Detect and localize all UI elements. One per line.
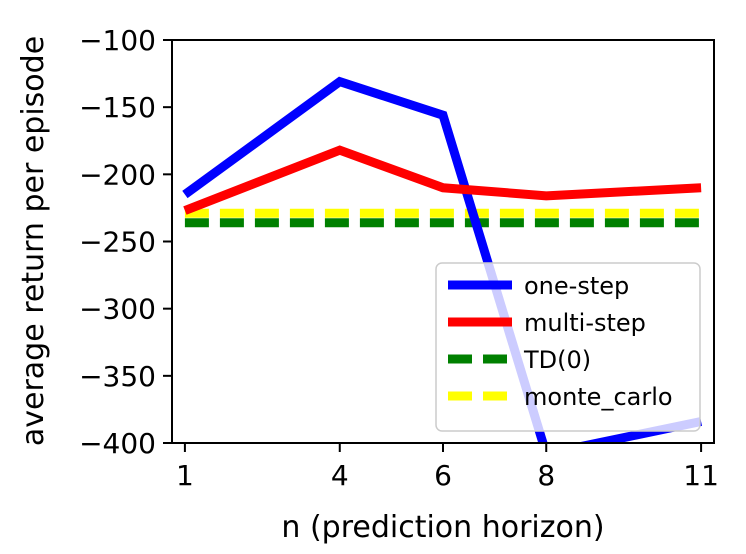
y-tick-label: −250: [79, 226, 156, 259]
legend: one-step multi-step TD(0) monte_carlo: [435, 262, 701, 432]
series-layer: [182, 76, 703, 443]
legend-label-one-step: one-step: [524, 272, 629, 300]
x-tick-label: 1: [176, 459, 194, 492]
x-axis: 1 4 6 8 11: [176, 443, 719, 492]
y-axis: −100 −150 −200 −250 −300 −350 −400: [79, 24, 172, 460]
y-tick-label: −200: [79, 158, 156, 191]
series-line-one-step: [182, 76, 703, 443]
y-tick-label: −400: [79, 427, 156, 460]
y-tick-label: −100: [79, 24, 156, 57]
y-tick-label: −350: [79, 360, 156, 393]
legend-label-td-0: TD(0): [523, 346, 591, 374]
legend-box: [435, 262, 701, 432]
legend-label-multi-step: multi-step: [524, 309, 646, 337]
y-axis-label: average return per episode: [16, 36, 51, 446]
x-tick-label: 8: [537, 459, 555, 492]
x-axis-label: n (prediction horizon): [281, 510, 604, 545]
y-tick-label: −300: [79, 293, 156, 326]
x-tick-label: 11: [683, 459, 719, 492]
x-tick-label: 6: [434, 459, 452, 492]
y-tick-label: −150: [79, 91, 156, 124]
series-line-multi-step: [183, 145, 702, 215]
legend-label-monte-carlo: monte_carlo: [524, 383, 673, 411]
x-tick-label: 4: [331, 459, 349, 492]
